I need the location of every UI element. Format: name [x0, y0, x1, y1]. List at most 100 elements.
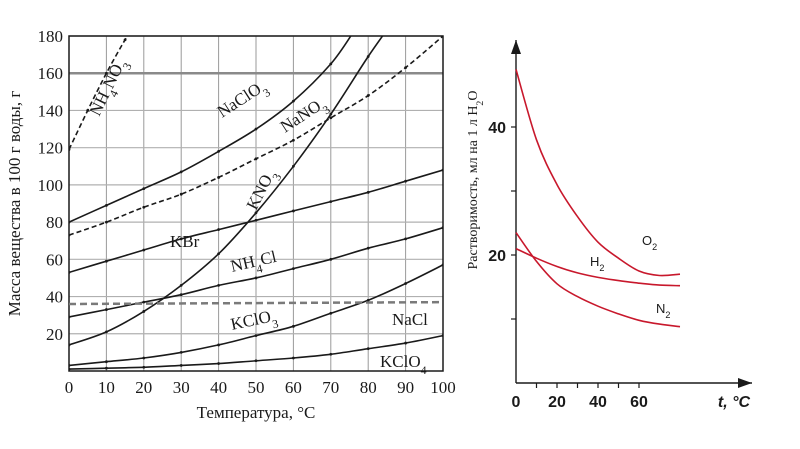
- data-point-KClO4: [179, 364, 183, 367]
- x-tick-label: 40: [589, 394, 607, 411]
- data-point-KNO3: [217, 252, 221, 256]
- data-point-NaNO3: [254, 157, 258, 161]
- data-point-NH4Cl: [254, 276, 258, 280]
- data-point-NaClO3: [69, 220, 71, 224]
- data-point-NaClO3: [105, 203, 108, 207]
- data-point-NaNO3: [142, 205, 146, 209]
- data-point-NH4Cl: [366, 246, 370, 250]
- data-point-KClO4: [441, 334, 443, 338]
- x-tick-label: 20: [135, 378, 152, 397]
- y-tick-label: 40: [46, 288, 63, 307]
- data-point-NaClO3: [142, 187, 146, 191]
- y-tick-label: 20: [46, 325, 63, 344]
- data-point-NH4NO3: [131, 27, 134, 30]
- series-line-NaClO3: [69, 36, 352, 223]
- curve-label-O2: O2: [642, 233, 657, 252]
- x-tick-label: 50: [248, 378, 265, 397]
- data-point-NH4NO3: [69, 148, 71, 151]
- data-point-KClO4: [404, 341, 407, 345]
- x-tick-label: 20: [548, 394, 566, 411]
- x-axis-title: t, °C: [718, 394, 751, 411]
- data-point-KNO3: [254, 211, 258, 215]
- y-axis-arrow: [511, 40, 521, 54]
- data-point-NH4NO3: [123, 38, 127, 42]
- y-tick-label: 120: [38, 139, 64, 158]
- data-point-NaNO3: [179, 192, 183, 196]
- data-point-KNO3: [179, 283, 183, 287]
- data-point-KBr: [69, 270, 71, 274]
- data-point-NaNO3: [404, 66, 407, 70]
- data-point-KClO3: [217, 343, 221, 347]
- data-point-KClO3: [329, 311, 333, 315]
- data-point-KBr: [366, 190, 370, 194]
- curve-label-NaClO3: NaClO3: [214, 76, 273, 126]
- data-point-NH4Cl: [441, 226, 443, 230]
- data-point-KBr: [441, 168, 443, 172]
- x-tick-label: 10: [98, 378, 115, 397]
- data-point-NH4Cl: [217, 283, 221, 287]
- x-axis-title: Температура, °C: [197, 403, 316, 422]
- x-tick-label: 60: [630, 394, 648, 411]
- data-point-KClO4: [217, 362, 221, 365]
- data-point-KNO3: [69, 343, 71, 347]
- data-point-KNO3: [292, 164, 295, 168]
- data-point-NaNO3: [329, 116, 333, 120]
- data-point-KClO3: [69, 364, 71, 367]
- data-point-KBr: [329, 200, 333, 204]
- data-point-NH4Cl: [292, 267, 295, 271]
- y-tick-label: 140: [38, 101, 64, 120]
- data-point-KNO3: [142, 310, 146, 313]
- data-point-KBr: [105, 259, 108, 263]
- data-point-NaClO3: [352, 31, 355, 34]
- y-tick-label: 60: [46, 250, 63, 269]
- data-point-KClO4: [69, 367, 71, 371]
- data-point-NaClO3: [254, 127, 258, 131]
- data-point-NaClO3: [292, 99, 295, 103]
- left-chart: 0 10 20 30 40 50 60 70 80 90 100 20 40 60 80 100 120 140 1…: [5, 23, 456, 422]
- x-tick-label: 80: [360, 378, 377, 397]
- data-point-KBr: [179, 237, 183, 241]
- x-tick-label: 100: [430, 378, 456, 397]
- y-tick-label: 20: [488, 248, 506, 265]
- data-point-KClO3: [254, 334, 258, 338]
- data-point-NH4Cl: [179, 293, 183, 297]
- data-point-KClO3: [105, 360, 108, 364]
- data-point-KClO4: [329, 352, 333, 356]
- data-point-KNO3: [105, 330, 108, 334]
- data-point-KNO3: [366, 55, 370, 58]
- data-point-NaNO3: [366, 94, 370, 97]
- plot-frame: [68, 35, 444, 372]
- curve-label-H2: H2: [590, 254, 604, 273]
- series-line-O2: [515, 69, 681, 277]
- data-point-KNO3: [389, 23, 392, 26]
- data-point-NH4Cl: [329, 257, 333, 261]
- x-tick-label: 60: [285, 378, 302, 397]
- curve-label-KBr: KBr: [170, 232, 200, 251]
- curves: [69, 23, 443, 371]
- y-tick-label: 180: [38, 27, 64, 46]
- data-point-NaClO3: [217, 149, 221, 153]
- y-tick-label: 100: [38, 176, 64, 195]
- data-point-KClO4: [254, 359, 258, 363]
- data-point-KClO3: [292, 324, 295, 328]
- x-tick-label: 30: [173, 378, 190, 397]
- series-line-KNO3: [69, 36, 384, 346]
- y-tick-label: 160: [38, 64, 64, 83]
- data-point-KClO4: [366, 347, 370, 351]
- data-point-NaClO3: [179, 170, 183, 174]
- x-tick-label: 40: [210, 378, 227, 397]
- data-point-NaNO3: [217, 176, 221, 179]
- data-point-NH4Cl: [404, 237, 407, 241]
- x-tick-label: 0: [65, 378, 74, 397]
- data-point-KClO3: [366, 298, 370, 302]
- x-tick-label: 90: [397, 378, 414, 397]
- x-axis-arrow: [738, 378, 752, 388]
- y-tick-label: 40: [488, 120, 506, 137]
- data-point-KBr: [142, 248, 146, 252]
- data-point-KClO3: [179, 350, 183, 354]
- y-axis-title: Масса вещества в 100 г воды, г: [5, 91, 24, 317]
- data-point-NH4NO3: [105, 71, 108, 75]
- data-point-NaNO3: [105, 220, 108, 224]
- data-point-NaNO3: [292, 138, 295, 142]
